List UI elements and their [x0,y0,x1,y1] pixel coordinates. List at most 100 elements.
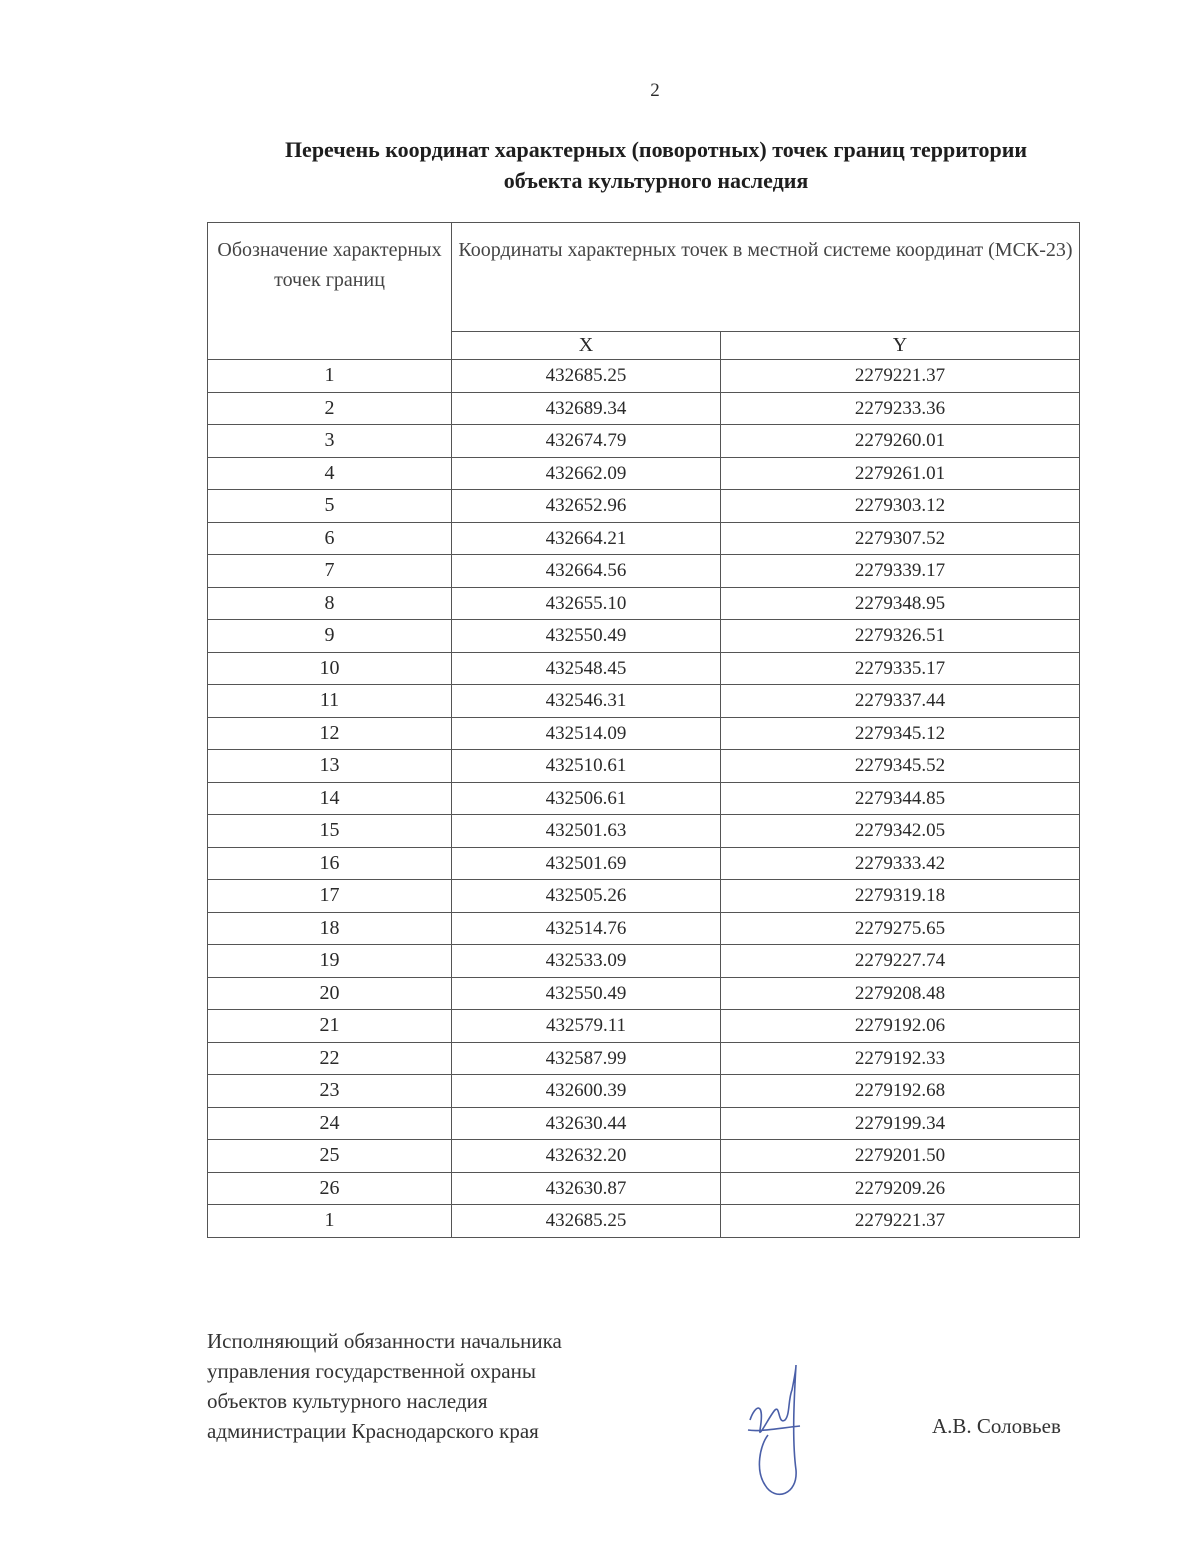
x-coordinate: 432550.49 [451,976,721,1010]
point-number: 1 [207,1204,452,1238]
y-coordinate: 2279192.06 [720,1009,1080,1043]
header-point: Обозначение характерных точек границ [207,222,452,360]
y-coordinate: 2279319.18 [720,879,1080,913]
x-coordinate: 432664.56 [451,554,721,588]
x-coordinate: 432579.11 [451,1009,721,1043]
point-number: 22 [207,1041,452,1075]
table-row: 20 432550.49 2279208.48 [207,976,1080,1010]
x-coordinate: 432689.34 [451,391,721,425]
y-coordinate: 2279303.12 [720,489,1080,523]
position-line: объектов культурного наследия [207,1389,488,1413]
table-row: 5 432652.96 2279303.12 [207,489,1080,523]
position-line: Исполняющий обязанности начальника [207,1329,562,1353]
position-line: управления государственной охраны [207,1359,536,1383]
y-coordinate: 2279345.52 [720,749,1080,783]
point-number: 19 [207,944,452,978]
signer-name: А.В. Соловьев [932,1414,1061,1438]
table-row: 22 432587.99 2279192.33 [207,1041,1080,1075]
document-title: Перечень координат характерных (поворотн… [200,134,1112,196]
table-row: 3 432674.79 2279260.01 [207,424,1080,458]
y-coordinate: 2279335.17 [720,651,1080,685]
x-coordinate: 432652.96 [451,489,721,523]
header-x: X [451,331,721,360]
table-row: 24 432630.44 2279199.34 [207,1106,1080,1140]
point-number: 14 [207,781,452,815]
point-number: 17 [207,879,452,913]
y-coordinate: 2279260.01 [720,424,1080,458]
x-coordinate: 432546.31 [451,684,721,718]
y-coordinate: 2279275.65 [720,911,1080,945]
y-coordinate: 2279233.36 [720,391,1080,425]
coordinates-table: Обозначение характерных точек границ Коо… [207,222,1080,1238]
y-coordinate: 2279208.48 [720,976,1080,1010]
table-row: 26 432630.87 2279209.26 [207,1171,1080,1205]
y-coordinate: 2279192.68 [720,1074,1080,1108]
title-line-1: Перечень координат характерных (поворотн… [284,137,1028,162]
y-coordinate: 2279307.52 [720,521,1080,555]
table-row: 10 432548.45 2279335.17 [207,651,1080,685]
x-coordinate: 432501.63 [451,814,721,848]
table-row: 14 432506.61 2279344.85 [207,781,1080,815]
table-row: 19 432533.09 2279227.74 [207,944,1080,978]
y-coordinate: 2279199.34 [720,1106,1080,1140]
x-coordinate: 432685.25 [451,1204,721,1238]
point-number: 15 [207,814,452,848]
handwritten-signature [747,1364,801,1496]
x-coordinate: 432655.10 [451,586,721,620]
point-number: 3 [207,424,452,458]
x-coordinate: 432685.25 [451,359,721,393]
point-number: 26 [207,1171,452,1205]
table-row: 13 432510.61 2279345.52 [207,749,1080,783]
point-number: 9 [207,619,452,653]
y-coordinate: 2279337.44 [720,684,1080,718]
point-number: 18 [207,911,452,945]
x-coordinate: 432630.44 [451,1106,721,1140]
position-line: администрации Краснодарского края [207,1419,539,1443]
title-line-2: объекта культурного наследия [503,168,809,193]
x-coordinate: 432505.26 [451,879,721,913]
table-row: 23 432600.39 2279192.68 [207,1074,1080,1108]
y-coordinate: 2279221.37 [720,1204,1080,1238]
y-coordinate: 2279201.50 [720,1139,1080,1173]
point-number: 1 [207,359,452,393]
x-coordinate: 432630.87 [451,1171,721,1205]
y-coordinate: 2279209.26 [720,1171,1080,1205]
x-coordinate: 432501.69 [451,846,721,880]
table-row: 1 432685.25 2279221.37 [207,1204,1080,1238]
x-coordinate: 432550.49 [451,619,721,653]
point-number: 10 [207,651,452,685]
x-coordinate: 432548.45 [451,651,721,685]
point-number: 5 [207,489,452,523]
table-row: 25 432632.20 2279201.50 [207,1139,1080,1173]
table-row: 21 432579.11 2279192.06 [207,1009,1080,1043]
point-number: 24 [207,1106,452,1140]
x-coordinate: 432662.09 [451,456,721,490]
table-row: 8 432655.10 2279348.95 [207,586,1080,620]
x-coordinate: 432674.79 [451,424,721,458]
point-number: 7 [207,554,452,588]
table-row: 12 432514.09 2279345.12 [207,716,1080,750]
point-number: 16 [207,846,452,880]
point-number: 2 [207,391,452,425]
point-number: 20 [207,976,452,1010]
point-number: 21 [207,1009,452,1043]
x-coordinate: 432506.61 [451,781,721,815]
x-coordinate: 432632.20 [451,1139,721,1173]
y-coordinate: 2279344.85 [720,781,1080,815]
y-coordinate: 2279342.05 [720,814,1080,848]
y-coordinate: 2279221.37 [720,359,1080,393]
y-coordinate: 2279192.33 [720,1041,1080,1075]
table-row: 1 432685.25 2279221.37 [207,359,1080,393]
header-coordinates: Координаты характерных точек в местной с… [451,222,1080,332]
x-coordinate: 432664.21 [451,521,721,555]
point-number: 8 [207,586,452,620]
table-row: 7 432664.56 2279339.17 [207,554,1080,588]
table-row: 18 432514.76 2279275.65 [207,911,1080,945]
point-number: 25 [207,1139,452,1173]
point-number: 12 [207,716,452,750]
y-coordinate: 2279326.51 [720,619,1080,653]
table-row: 17 432505.26 2279319.18 [207,879,1080,913]
point-number: 23 [207,1074,452,1108]
table-row: 4 432662.09 2279261.01 [207,456,1080,490]
y-coordinate: 2279339.17 [720,554,1080,588]
